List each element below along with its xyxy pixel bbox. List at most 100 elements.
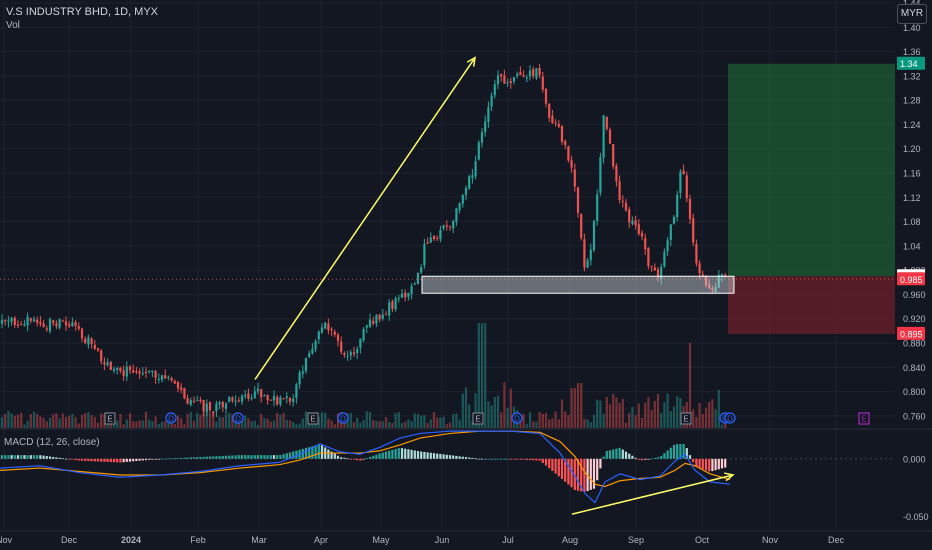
volume-bar	[720, 424, 724, 428]
volume-bar	[183, 424, 186, 428]
macd-histogram-bar	[532, 458, 535, 461]
candle-body	[448, 226, 452, 228]
volume-bar	[407, 419, 410, 428]
volume-bar	[138, 420, 141, 428]
macd-histogram-bar	[244, 455, 247, 459]
candle-body	[186, 398, 189, 404]
candle-body	[496, 75, 500, 85]
candle-body	[557, 123, 560, 127]
volume-bar	[218, 416, 221, 428]
candle-body	[263, 395, 266, 397]
volume-bar	[522, 414, 525, 428]
candle-body	[96, 348, 100, 351]
macd-histogram-bar	[52, 456, 55, 459]
candle-body	[231, 397, 234, 401]
macd-histogram-bar	[45, 456, 48, 459]
candle-body	[365, 325, 368, 328]
candle-body	[400, 293, 404, 298]
candle-body	[167, 376, 170, 378]
volume-bar	[0, 417, 4, 428]
candle-body	[170, 378, 173, 381]
candle-body	[272, 396, 276, 401]
macd-histogram-bar	[90, 458, 93, 462]
macd-pane	[0, 430, 895, 515]
volume-bar	[583, 418, 586, 428]
volume-bar	[228, 412, 231, 428]
dividend-marker	[724, 412, 736, 424]
volume-bar	[304, 411, 308, 428]
volume-bar	[205, 411, 208, 428]
macd-histogram-bar	[432, 453, 436, 459]
volume-bar	[324, 412, 327, 428]
macd-histogram-bar	[202, 456, 205, 459]
volume-bar	[474, 393, 477, 428]
volume-bar	[663, 402, 666, 428]
macd-histogram-bar	[301, 448, 304, 459]
macd-histogram-bar	[192, 457, 196, 459]
candle-body	[631, 220, 634, 224]
price-tick-label: 0.960	[903, 290, 926, 300]
macd-histogram-bar	[109, 458, 112, 463]
macd-histogram-bar	[580, 458, 583, 492]
macd-histogram-bar	[282, 454, 285, 459]
volume-bar	[170, 421, 173, 428]
candle-body	[23, 324, 26, 326]
volume-bar	[13, 415, 16, 428]
macd-histogram-bar	[276, 455, 279, 459]
volume-bar	[426, 423, 429, 428]
macd-line	[0, 430, 731, 504]
volume-bar	[128, 413, 132, 428]
candle-body	[708, 283, 711, 289]
macd-histogram-bar	[381, 452, 384, 459]
event-marker-label: D	[727, 415, 733, 424]
macd-histogram-bar	[221, 455, 224, 459]
volume-bar	[154, 416, 157, 428]
candle-body	[106, 362, 109, 366]
time-tick-label: Jun	[435, 535, 450, 545]
volume-bar	[84, 413, 87, 428]
candle-body	[416, 272, 420, 285]
macd-histogram-bar	[541, 458, 544, 463]
macd-histogram-bar	[144, 458, 148, 461]
candle-body	[36, 319, 39, 323]
macd-histogram-bar	[160, 458, 164, 460]
macd-histogram-bar	[189, 457, 192, 459]
macd-histogram-bar	[525, 458, 528, 460]
volume-bar	[599, 400, 602, 428]
candle-body	[500, 74, 503, 77]
candle-body	[304, 358, 308, 372]
volume-bar	[493, 397, 496, 428]
candle-body	[410, 286, 413, 294]
time-tick-label: Jul	[502, 535, 514, 545]
volume-bar	[711, 399, 714, 428]
trend-arrow-head	[466, 56, 476, 67]
volume-bar	[644, 402, 647, 428]
candle-body	[532, 69, 535, 77]
candle-body	[426, 242, 429, 244]
volume-bar	[135, 421, 138, 428]
macd-histogram-bar	[330, 451, 333, 459]
macd-histogram-bar	[692, 458, 695, 463]
candle-body	[208, 402, 212, 411]
price-tick-label: 1.32	[903, 71, 921, 81]
macd-histogram-bar	[29, 455, 32, 459]
candle-body	[247, 393, 250, 399]
position-zones	[0, 63, 895, 334]
candle-body	[538, 67, 541, 76]
macd-histogram-bar	[548, 458, 551, 469]
volume-bar	[266, 418, 269, 428]
candle-body	[157, 378, 160, 380]
candle-body	[212, 411, 215, 413]
price-tick-label: 0.840	[903, 363, 926, 373]
volume-bar	[48, 417, 52, 428]
candle-body	[663, 251, 666, 267]
time-tick-label: 2024	[121, 535, 141, 545]
candle-body	[480, 132, 484, 143]
volume-bar	[362, 419, 365, 428]
currency-button[interactable]: MYR	[897, 4, 927, 24]
candle-body	[432, 235, 436, 240]
candle-body	[701, 274, 704, 277]
candle-body	[679, 171, 682, 193]
volume-bar	[333, 424, 336, 428]
